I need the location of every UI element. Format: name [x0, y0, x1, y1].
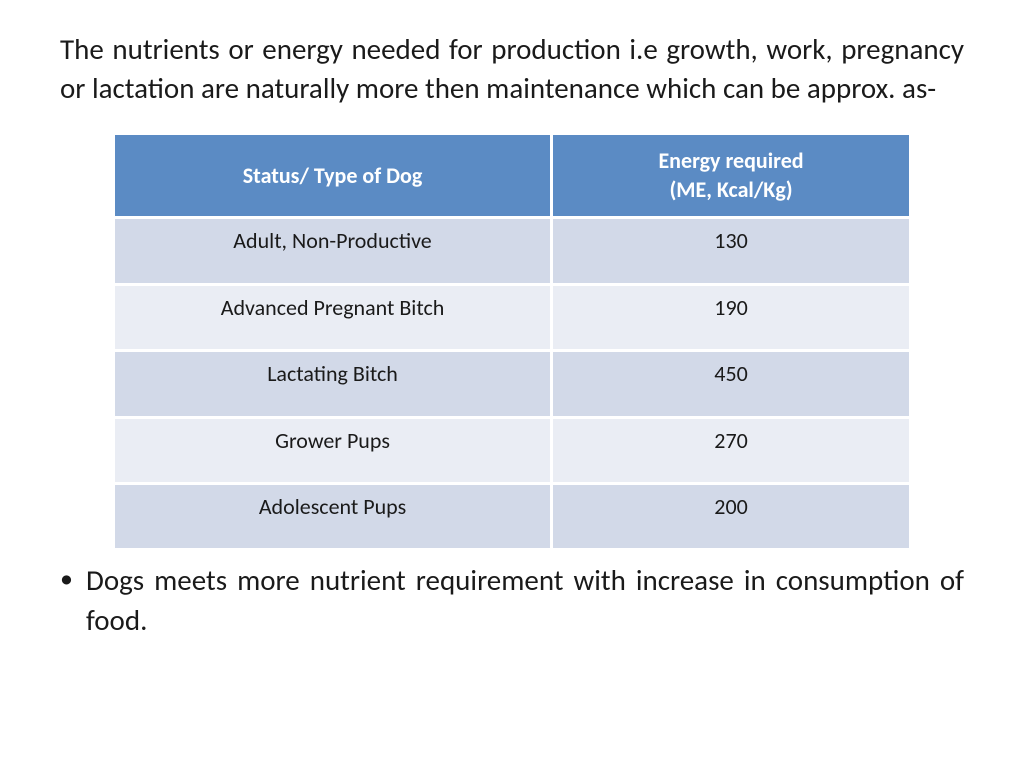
th-status: Status/ Type of Dog: [115, 135, 550, 216]
slide-container: The nutrients or energy needed for produ…: [0, 0, 1024, 670]
cell-energy: 190: [553, 286, 909, 349]
table-row: Adult, Non-Productive130: [115, 219, 909, 282]
table-row: Grower Pups270: [115, 419, 909, 482]
energy-table: Status/ Type of Dog Energy required(ME, …: [112, 132, 912, 551]
cell-status: Adolescent Pups: [115, 485, 550, 548]
cell-status: Adult, Non-Productive: [115, 219, 550, 282]
cell-status: Advanced Pregnant Bitch: [115, 286, 550, 349]
cell-energy: 270: [553, 419, 909, 482]
cell-status: Grower Pups: [115, 419, 550, 482]
table-row: Advanced Pregnant Bitch190: [115, 286, 909, 349]
cell-energy: 450: [553, 352, 909, 415]
bullet-list: Dogs meets more nutrient requirement wit…: [50, 561, 974, 639]
table-row: Adolescent Pups200: [115, 485, 909, 548]
cell-energy: 130: [553, 219, 909, 282]
intro-paragraph: The nutrients or energy needed for produ…: [50, 30, 974, 108]
cell-energy: 200: [553, 485, 909, 548]
th-energy: Energy required(ME, Kcal/Kg): [553, 135, 909, 216]
table-row: Lactating Bitch450: [115, 352, 909, 415]
table-header-row: Status/ Type of Dog Energy required(ME, …: [115, 135, 909, 216]
cell-status: Lactating Bitch: [115, 352, 550, 415]
bullet-item: Dogs meets more nutrient requirement wit…: [60, 561, 964, 639]
